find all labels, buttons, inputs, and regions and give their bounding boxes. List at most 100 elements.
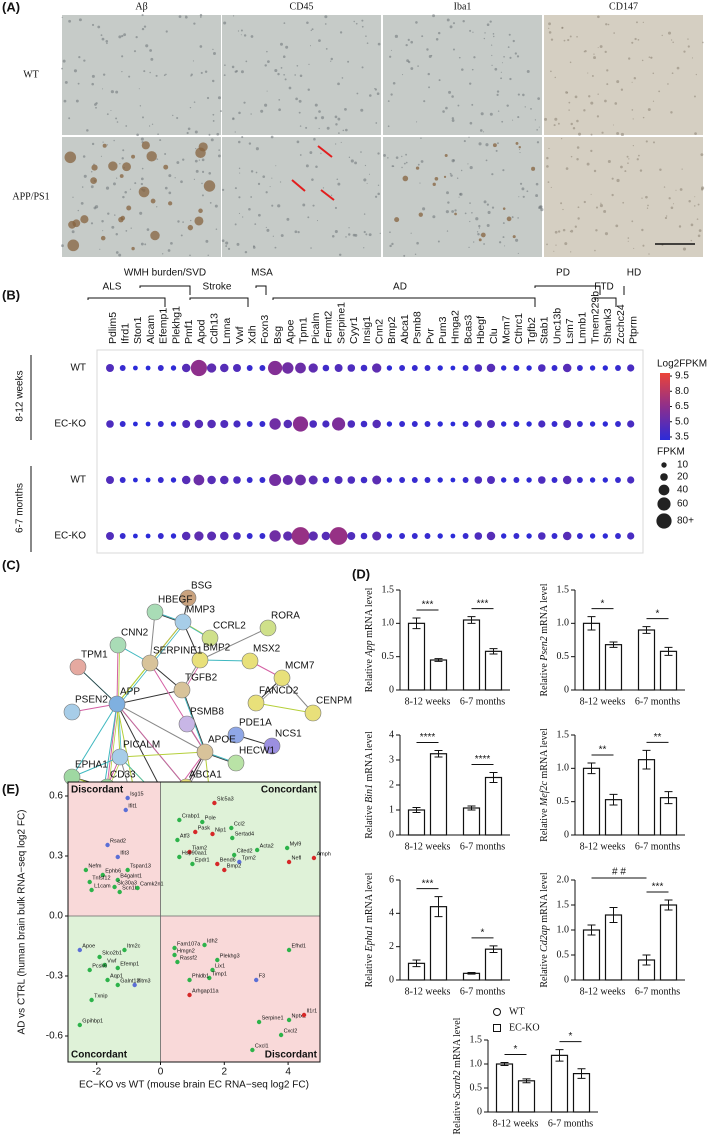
node-label: CENPM: [316, 696, 352, 707]
stain: [195, 147, 206, 159]
cell: [101, 37, 105, 41]
cell: [264, 64, 267, 67]
node-label: EPHA1: [75, 760, 108, 771]
dot: [487, 420, 495, 428]
legend-label: WT: [509, 1006, 525, 1017]
dot: [360, 476, 368, 484]
cell: [140, 137, 144, 141]
cell: [519, 182, 523, 185]
cell: [536, 141, 540, 144]
stain: [432, 182, 436, 186]
bar: [429, 906, 448, 981]
disease-group: FTD: [594, 282, 613, 293]
cell: [624, 170, 627, 173]
dot: [372, 419, 381, 429]
stain: [492, 143, 497, 148]
cell: [193, 178, 196, 180]
dot: [589, 533, 596, 539]
cell: [115, 117, 118, 120]
cell: [480, 112, 484, 116]
colorbar-label: 8.0: [675, 386, 689, 397]
y-tick-label: 1.0: [470, 1058, 483, 1069]
cell: [387, 125, 390, 128]
cell: [331, 234, 335, 238]
dot: [132, 533, 138, 539]
cell: [257, 182, 261, 186]
dot: [411, 365, 418, 371]
dot: [372, 475, 382, 485]
cell: [695, 73, 697, 76]
cell: [145, 44, 149, 48]
edge: [116, 644, 119, 705]
cell: [100, 155, 103, 157]
node: [191, 651, 209, 669]
cell: [338, 132, 340, 134]
cell: [557, 122, 560, 125]
cell: [80, 201, 84, 205]
cell: [632, 145, 634, 147]
cell: [519, 149, 521, 151]
cell: [314, 103, 318, 107]
cell: [100, 34, 103, 37]
cell: [577, 217, 580, 220]
cell: [497, 142, 499, 145]
point-label: Hmgn2: [177, 948, 195, 954]
cell: [164, 152, 167, 155]
point: [115, 965, 120, 971]
cell: [75, 99, 79, 103]
cell: [469, 82, 472, 85]
cell: [536, 128, 538, 131]
cell: [102, 230, 104, 232]
column-header: Iba1: [454, 1, 472, 12]
cell: [576, 36, 578, 38]
cell: [445, 106, 448, 110]
point-label: Acta2: [260, 843, 274, 849]
point: [125, 795, 130, 801]
node-label: CD33: [110, 770, 136, 781]
cell: [305, 164, 309, 168]
cell: [645, 140, 648, 143]
point: [254, 847, 260, 853]
node: [146, 603, 164, 621]
y-tick-label: 0: [389, 974, 394, 985]
cell: [208, 133, 211, 136]
point-label: Ccl2: [234, 821, 245, 827]
cell: [217, 154, 221, 158]
cell: [690, 239, 693, 242]
cell: [61, 16, 63, 18]
cell: [422, 207, 426, 211]
significance: *: [569, 1031, 573, 1042]
cell: [568, 101, 571, 104]
dot: [106, 420, 114, 428]
plot-frame: [67, 781, 321, 1063]
dot: [424, 421, 431, 427]
cell: [604, 50, 607, 53]
cell: [206, 96, 210, 100]
row-label: EC-KO: [54, 419, 86, 430]
cell: [363, 213, 366, 215]
y-tick-label: 3: [389, 754, 394, 765]
cell: [340, 141, 342, 143]
edge: [199, 627, 269, 661]
cell: [122, 195, 125, 199]
point-label: Ifit3: [120, 850, 129, 856]
cell: [121, 55, 124, 58]
point: [187, 849, 192, 855]
cell: [252, 246, 256, 249]
point-label: Tpm2: [242, 855, 256, 861]
cell: [667, 83, 669, 85]
cell: [633, 76, 637, 80]
arrow: [317, 145, 333, 158]
cell: [73, 69, 78, 73]
cell: [681, 168, 683, 170]
point-label: Pole: [205, 815, 216, 821]
node-label: FANCD2: [259, 686, 299, 697]
cell: [550, 186, 552, 189]
dot: [615, 421, 621, 427]
cell: [142, 116, 144, 119]
point-label: Sertad4: [235, 831, 254, 837]
point-label: Bend6: [220, 857, 236, 863]
stain: [203, 180, 216, 192]
cell: [421, 35, 424, 38]
